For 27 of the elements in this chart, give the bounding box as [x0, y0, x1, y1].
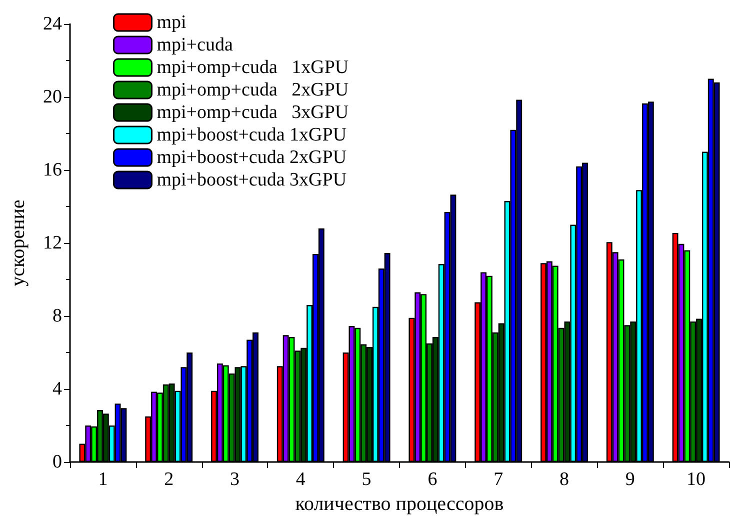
x-tick-label: 7	[494, 469, 504, 490]
y-tick-label: 24	[43, 14, 62, 34]
y-tick-label: 4	[52, 378, 62, 400]
x-axis-title: количество процессоров	[295, 492, 504, 515]
x-tick-label: 10	[686, 469, 706, 490]
legend-label: mpi	[156, 12, 186, 33]
x-tick-label: 2	[164, 469, 174, 490]
y-axis-title: ускорение	[7, 200, 29, 286]
legend-label: mpi+cuda	[156, 34, 234, 56]
y-tick-label: 16	[43, 160, 62, 180]
y-tick-label: 20	[43, 86, 62, 108]
x-tick-label: 6	[428, 469, 438, 490]
legend-label: mpi+boost+cuda 3xGPU	[156, 170, 347, 190]
legend-label: mpi+omp+cuda 3xGPU	[156, 102, 349, 123]
x-tick-label: 8	[560, 469, 569, 490]
y-tick-label: 0	[52, 452, 62, 472]
legend-label: mpi+omp+cuda 2xGPU	[156, 80, 349, 100]
y-tick-label: 8	[52, 306, 62, 326]
x-tick-label: 3	[230, 469, 240, 490]
legend-label: mpi+boost+cuda 2xGPU	[156, 147, 347, 168]
x-tick-label: 9	[625, 469, 635, 490]
y-tick-label: 12	[43, 232, 62, 254]
legend-label: mpi+boost+cuda 1xGPU	[156, 124, 347, 146]
x-tick-label: 5	[362, 469, 372, 490]
legend-label: mpi+omp+cuda 1xGPU	[156, 57, 349, 78]
x-tick-label: 4	[296, 469, 306, 490]
x-tick-label: 1	[98, 469, 108, 490]
